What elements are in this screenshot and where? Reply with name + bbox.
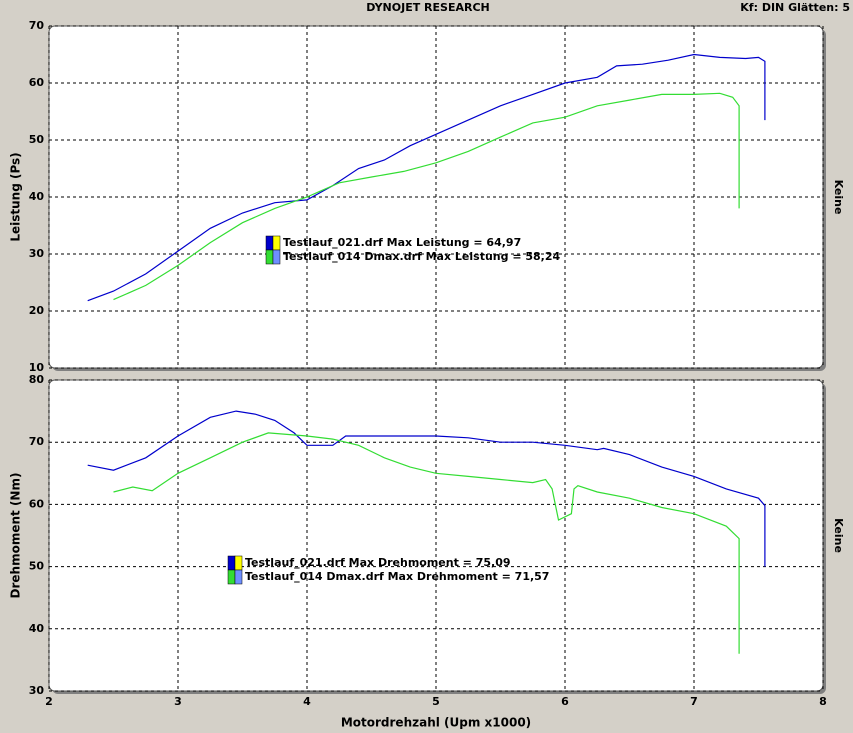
line-series [113,92,740,301]
x-tick-label: 7 [690,695,698,708]
y-tick-label: 30 [29,684,45,697]
y-tick-label: 50 [29,133,45,146]
y-axis-label: Drehmoment (Nm) [9,473,23,599]
x-tick-label: 5 [432,695,440,708]
y-axis-label: Leistung (Ps) [9,152,23,241]
legend-swatch [234,569,243,585]
header-title: DYNOJET RESEARCH [366,1,489,14]
x-tick-label: 2 [45,695,53,708]
legend-swatch [272,235,281,251]
x-axis-label: Motordrehzahl (Upm x1000) [341,716,531,730]
x-tick-label: 6 [561,695,569,708]
y-tick-label: 80 [29,373,45,386]
x-tick-label: 4 [303,695,311,708]
y-tick-label: 10 [29,361,45,374]
y-tick-label: 40 [29,622,45,635]
legend-label: Testlauf_021.drf Max Drehmoment = 75,09 [245,556,511,569]
legend-label: Testlauf_014 Dmax.drf Max Leistung = 58,… [283,250,561,263]
legend-swatch [265,235,274,251]
line-series [113,432,740,654]
side-label: Keine [832,180,845,215]
legend-swatch [272,249,281,265]
legend-swatch [227,555,236,571]
y-tick-label: 70 [29,435,45,448]
header-info: Kf: DIN Glätten: 5 [740,1,850,14]
legend-label: Testlauf_014 Dmax.drf Max Drehmoment = 7… [245,570,549,583]
y-tick-label: 30 [29,247,45,260]
y-tick-label: 60 [29,76,45,89]
line-series [87,410,766,567]
line-series [87,53,766,302]
y-tick-label: 20 [29,304,45,317]
legend-swatch [227,569,236,585]
x-tick-label: 3 [174,695,182,708]
side-label: Keine [832,518,845,553]
legend-swatch [265,249,274,265]
y-tick-label: 50 [29,560,45,573]
y-tick-label: 70 [29,19,45,32]
y-tick-label: 40 [29,190,45,203]
x-tick-label: 8 [819,695,827,708]
legend-label: Testlauf_021.drf Max Leistung = 64,97 [283,236,521,249]
y-tick-label: 60 [29,497,45,510]
legend-swatch [234,555,243,571]
